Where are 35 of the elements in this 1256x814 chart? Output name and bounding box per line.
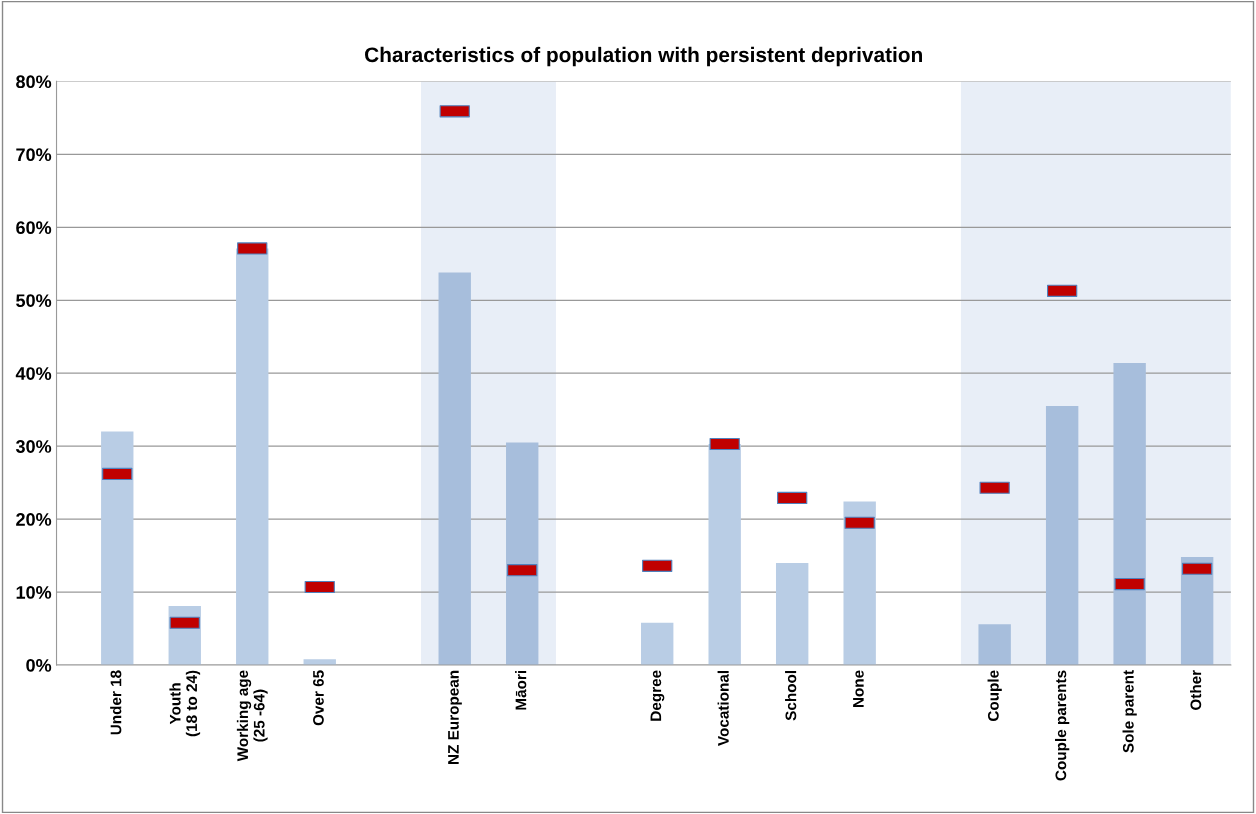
chart-title: Characteristics of population with persistent deprivation [365,46,922,67]
y-tick-label: 40% [15,367,52,380]
x-tick-label: None [853,670,864,708]
x-tick-label: Working age (25 -64) [236,670,268,762]
bar [641,622,674,666]
x-tick-label: Over 65 [313,670,324,726]
x-tick-label: School [785,670,797,721]
bar [438,272,471,666]
x-tick-label: NZ European [448,670,462,764]
y-tick-label: 0% [26,658,52,672]
bar [101,431,134,666]
y-tick-label: 50% [16,294,52,307]
y-tick-label: 70% [16,148,52,162]
x-tick-label: Youth (18 to 24) [169,670,201,737]
bar [506,442,539,666]
y-tick-label: 10% [16,586,52,599]
bar [1113,363,1146,666]
y-tick-label: 80% [16,75,52,89]
y-tick-label: 20% [16,513,52,526]
y-tick-label: 30% [15,440,52,453]
x-tick-label: Couple parents [1055,670,1070,781]
y-tick-label: 60% [16,221,52,235]
bar [1045,406,1079,666]
x-tick-label: Other [1190,670,1202,711]
x-tick-label: Degree [650,670,665,721]
bar [236,248,269,666]
bar [708,443,741,666]
x-tick-label: Under 18 [110,670,122,735]
x-tick-label: Sole parent [1122,670,1137,753]
bar [978,624,1011,666]
bar [775,562,809,666]
bar [843,501,876,666]
x-tick-label: Vocational [717,670,729,746]
x-tick-label: Māori [515,670,527,710]
x-tick-label: Couple [987,670,1002,722]
